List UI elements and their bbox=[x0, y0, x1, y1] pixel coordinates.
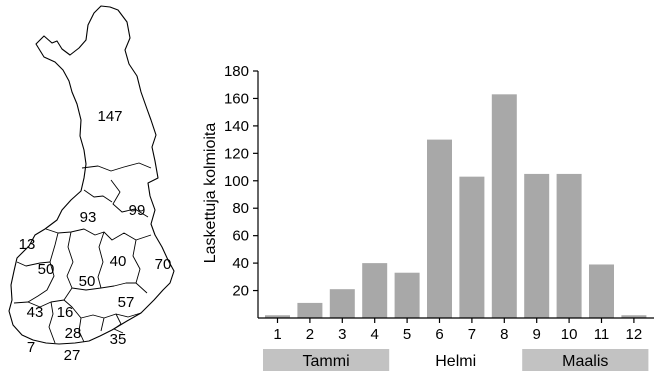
region-value: 35 bbox=[110, 331, 127, 348]
region-value: 16 bbox=[57, 304, 74, 321]
bar-10 bbox=[556, 173, 582, 318]
x-tick-label: 2 bbox=[306, 326, 314, 343]
x-tick-label: 1 bbox=[273, 326, 281, 343]
region-value: 147 bbox=[97, 108, 122, 125]
region-value: 50 bbox=[38, 261, 55, 278]
x-tick-label: 6 bbox=[435, 326, 443, 343]
x-tick-label: 4 bbox=[371, 326, 379, 343]
region-value: 93 bbox=[80, 209, 97, 226]
region-value: 99 bbox=[129, 202, 146, 219]
x-tick-label: 5 bbox=[403, 326, 411, 343]
bar-5 bbox=[394, 272, 420, 318]
y-tick-label: 60 bbox=[232, 228, 249, 245]
bar-6 bbox=[427, 139, 452, 318]
y-axis-ticks: 20 40 60 80 100 120 140 160 180 bbox=[224, 63, 258, 300]
y-tick-label: 40 bbox=[232, 255, 249, 272]
region-value: 27 bbox=[64, 347, 81, 364]
region-value: 13 bbox=[19, 236, 36, 253]
region-value: 50 bbox=[79, 273, 96, 290]
region-labels: 147 93 99 13 50 50 40 70 43 16 57 28 7 2… bbox=[19, 108, 172, 364]
x-tick-label: 12 bbox=[626, 326, 643, 343]
period-label-tammi: Tammi bbox=[303, 353, 350, 370]
region-value: 57 bbox=[118, 294, 135, 311]
x-tick-label: 10 bbox=[561, 326, 578, 343]
y-tick-label: 80 bbox=[232, 200, 249, 217]
bars bbox=[265, 94, 647, 318]
region-value: 70 bbox=[155, 256, 172, 273]
bar-11 bbox=[589, 264, 614, 318]
bar-3 bbox=[329, 289, 355, 318]
y-axis-title: Laskettuja kolmioita bbox=[202, 123, 219, 264]
y-tick-label: 120 bbox=[224, 145, 249, 162]
region-value: 43 bbox=[27, 304, 44, 321]
month-periods: Tammi Helmi Maalis bbox=[263, 349, 649, 371]
bar-1 bbox=[265, 315, 290, 318]
x-tick-label: 3 bbox=[338, 326, 346, 343]
finland-region-map: 147 93 99 13 50 50 40 70 43 16 57 28 7 2… bbox=[8, 5, 175, 364]
bar-2 bbox=[297, 302, 323, 318]
region-value: 7 bbox=[27, 339, 35, 356]
x-tick-label: 7 bbox=[468, 326, 476, 343]
bar-4 bbox=[362, 263, 388, 318]
y-tick-label: 100 bbox=[224, 173, 249, 190]
period-band-maalis bbox=[522, 349, 649, 371]
bar-7 bbox=[459, 176, 485, 318]
region-value: 28 bbox=[65, 325, 82, 342]
y-tick-label: 160 bbox=[224, 90, 249, 107]
bar-9 bbox=[524, 173, 550, 318]
y-tick-label: 140 bbox=[224, 118, 249, 135]
bar-8 bbox=[491, 94, 517, 318]
x-tick-label: 11 bbox=[594, 326, 610, 343]
finland-outline bbox=[8, 5, 175, 345]
bar-12 bbox=[621, 315, 647, 318]
x-tick-label: 9 bbox=[533, 326, 541, 343]
period-label-helmi: Helmi bbox=[435, 353, 476, 370]
x-axis-ticks: 1 2 3 4 5 6 7 8 9 10 11 12 bbox=[273, 318, 642, 343]
period-band-tammi bbox=[263, 349, 390, 371]
region-value: 40 bbox=[110, 253, 127, 270]
period-label-maalis: Maalis bbox=[562, 353, 608, 370]
y-tick-label: 20 bbox=[232, 283, 249, 300]
y-tick-label: 180 bbox=[224, 63, 249, 80]
x-tick-label: 8 bbox=[500, 326, 508, 343]
region-borders bbox=[13, 162, 152, 344]
